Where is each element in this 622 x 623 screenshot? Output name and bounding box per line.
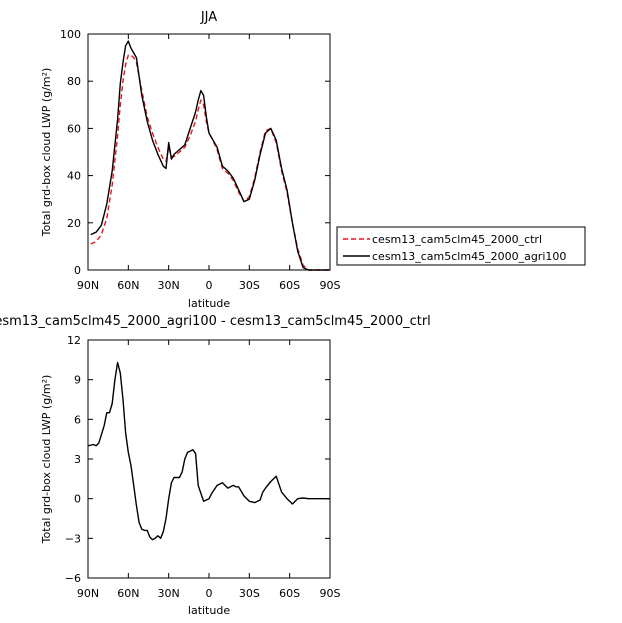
top-x-axis-label: latitude [188,297,230,310]
bottom-panel-title: cesm13_cam5clm45_2000_agri100 - cesm13_c… [0,314,431,329]
bottom-y-tick-label: −6 [65,572,81,585]
bottom-y-ticks: −6 −3 0 3 6 9 12 [65,334,330,585]
legend-box [336,226,586,266]
top-x-tick-label: 90S [320,279,341,292]
top-plot-frame [87,33,331,271]
bottom-x-axis-label: latitude [188,604,230,617]
top-x-tick-label: 60S [279,279,300,292]
bottom-x-ticks: 90N 60N 30N 0 30S 60S 90S [77,340,341,600]
bottom-y-tick-label: 6 [74,413,81,426]
bottom-y-tick-label: 9 [74,374,81,387]
top-x-ticks: 90N 60N 30N 0 30S 60S 90S [77,34,341,292]
bottom-y-tick-label: 0 [74,493,81,506]
bottom-x-tick-label: 0 [206,587,213,600]
top-panel-title: JJA [200,10,217,25]
bottom-y-axis-label: Total grd-box cloud LWP (g/m²) [40,375,53,545]
top-series-lines [90,40,330,271]
bottom-x-tick-label: 90N [77,587,99,600]
top-x-tick-label: 30N [158,279,180,292]
top-y-axis-label: Total grd-box cloud LWP (g/m²) [40,68,53,238]
bottom-y-tick-label: −3 [65,532,81,545]
top-y-tick-label: 20 [67,217,81,230]
bottom-x-tick-label: 90S [320,587,341,600]
bottom-x-tick-label: 60S [279,587,300,600]
top-panel: JJA 0 20 40 60 80 100 90N 60N 30N 0 30S 60S 90S lat… [40,10,586,310]
top-x-tick-label: 90N [77,279,99,292]
top-y-tick-label: 60 [67,122,81,135]
bottom-x-tick-label: 30S [239,587,260,600]
top-y-tick-label: 0 [74,264,81,277]
top-x-tick-label: 60N [117,279,139,292]
legend: cesm13_cam5clm45_2000_ctrl cesm13_cam5cl… [336,226,586,266]
legend-ctrl-label: cesm13_cam5clm45_2000_ctrl [372,233,542,246]
bottom-y-tick-label: 12 [67,334,81,347]
top-series-line-1 [90,40,330,271]
top-y-tick-label: 80 [67,75,81,88]
bottom-x-tick-label: 60N [117,587,139,600]
bottom-y-tick-label: 3 [74,453,81,466]
bottom-series-line-0 [87,361,330,541]
bottom-panel: cesm13_cam5clm45_2000_agri100 - cesm13_c… [0,314,431,617]
top-y-tick-label: 100 [60,28,81,41]
top-x-tick-label: 0 [206,279,213,292]
bottom-plot-frame [87,339,331,579]
top-y-ticks: 0 20 40 60 80 100 [60,28,330,277]
bottom-series-lines [87,361,330,541]
legend-agri100-label: cesm13_cam5clm45_2000_agri100 [372,250,566,263]
top-x-tick-label: 30S [239,279,260,292]
bottom-x-tick-label: 30N [158,587,180,600]
top-y-tick-label: 40 [67,170,81,183]
